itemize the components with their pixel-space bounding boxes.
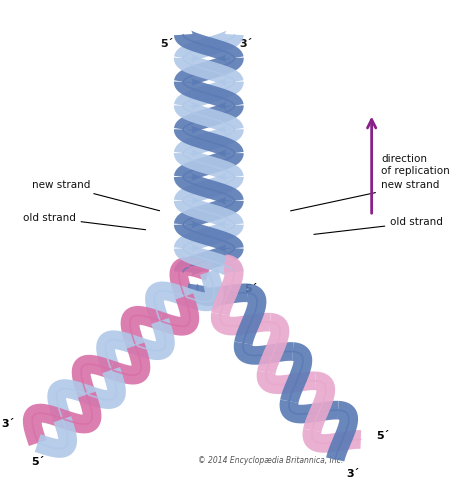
Polygon shape <box>234 342 293 365</box>
Polygon shape <box>280 400 338 424</box>
Polygon shape <box>174 196 244 229</box>
Text: old strand: old strand <box>23 213 146 230</box>
Polygon shape <box>108 343 150 385</box>
Text: 3´: 3´ <box>346 469 360 479</box>
Polygon shape <box>174 173 244 205</box>
Polygon shape <box>174 54 244 86</box>
Text: © 2014 Encyclopædia Britannica, Inc.: © 2014 Encyclopædia Britannica, Inc. <box>199 456 344 465</box>
Polygon shape <box>174 30 244 63</box>
Text: 3´: 3´ <box>239 39 252 49</box>
Polygon shape <box>211 254 244 316</box>
Polygon shape <box>58 392 101 433</box>
Polygon shape <box>132 318 175 360</box>
Polygon shape <box>303 371 335 432</box>
Polygon shape <box>174 173 244 205</box>
Polygon shape <box>174 102 244 134</box>
Polygon shape <box>174 196 244 229</box>
Polygon shape <box>280 342 312 403</box>
Text: 5´: 5´ <box>161 39 174 49</box>
Polygon shape <box>174 125 244 158</box>
Polygon shape <box>174 30 244 63</box>
Text: 5´: 5´ <box>376 431 390 441</box>
Polygon shape <box>174 149 244 182</box>
Polygon shape <box>181 269 224 311</box>
Text: 5´: 5´ <box>244 284 257 294</box>
Polygon shape <box>257 313 289 374</box>
Polygon shape <box>326 401 358 462</box>
Polygon shape <box>83 367 126 409</box>
Text: 3´: 3´ <box>1 419 14 429</box>
Text: 3´: 3´ <box>228 290 241 301</box>
Polygon shape <box>47 379 89 422</box>
Polygon shape <box>234 284 266 345</box>
Polygon shape <box>174 78 244 110</box>
Text: new strand: new strand <box>32 180 160 211</box>
Polygon shape <box>170 257 212 300</box>
Polygon shape <box>174 102 244 134</box>
Polygon shape <box>174 125 244 158</box>
Polygon shape <box>211 313 271 335</box>
Polygon shape <box>96 330 138 373</box>
Polygon shape <box>35 416 77 458</box>
Polygon shape <box>145 282 187 324</box>
Polygon shape <box>174 220 244 253</box>
Polygon shape <box>174 244 244 276</box>
Polygon shape <box>188 284 248 306</box>
Polygon shape <box>72 355 114 398</box>
Polygon shape <box>302 428 361 453</box>
Text: 5´: 5´ <box>31 457 45 467</box>
Polygon shape <box>23 404 64 446</box>
Text: direction
of replication: direction of replication <box>381 154 450 176</box>
Polygon shape <box>157 293 199 336</box>
Polygon shape <box>174 54 244 86</box>
Polygon shape <box>121 306 163 348</box>
Polygon shape <box>174 220 244 253</box>
Text: new strand: new strand <box>291 180 439 211</box>
Text: old strand: old strand <box>314 217 443 234</box>
Polygon shape <box>174 149 244 182</box>
Polygon shape <box>174 78 244 110</box>
Polygon shape <box>174 244 244 276</box>
Polygon shape <box>257 370 316 394</box>
